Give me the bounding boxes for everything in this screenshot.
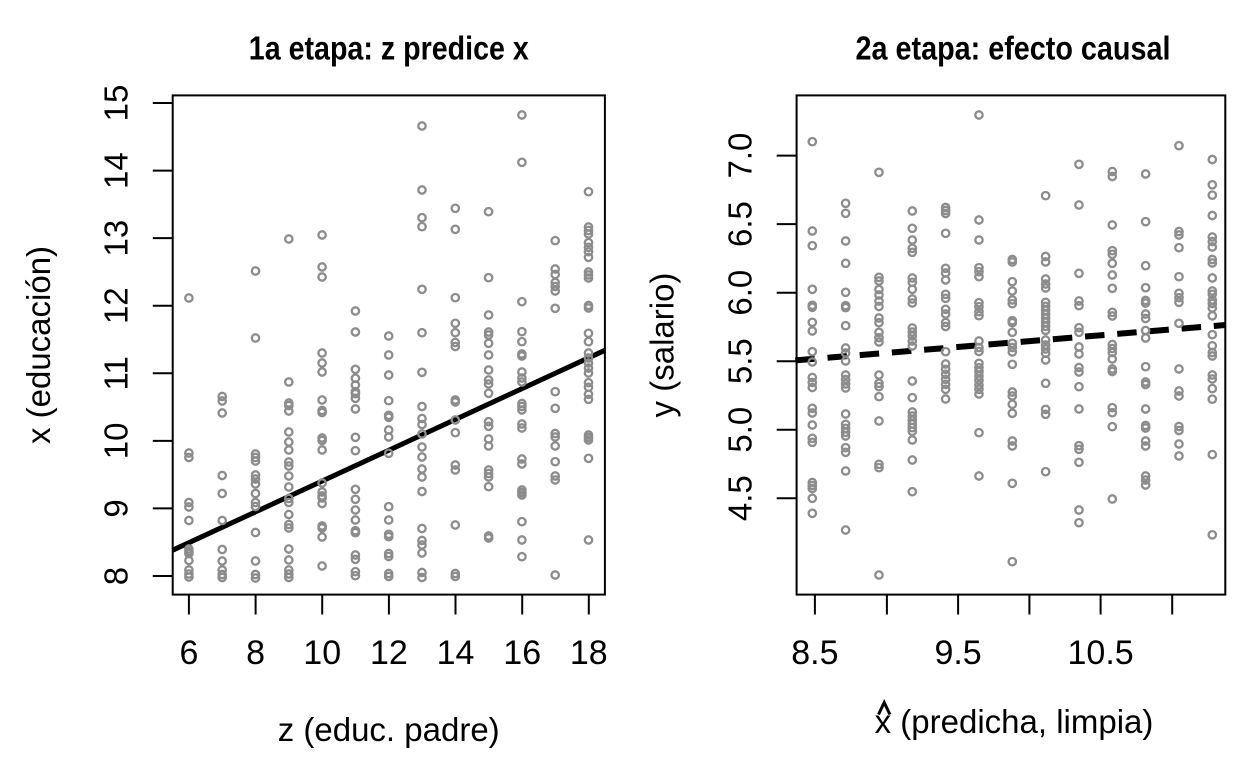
svg-text:6.5: 6.5 <box>722 201 759 247</box>
svg-text:16: 16 <box>503 634 541 672</box>
svg-text:7.0: 7.0 <box>722 133 759 179</box>
svg-text:z (educ. padre): z (educ. padre) <box>278 711 500 748</box>
svg-text:8: 8 <box>246 634 265 672</box>
svg-text:x (educación): x (educación) <box>20 246 57 444</box>
svg-text:x (predicha, limpia): x (predicha, limpia) <box>875 703 1154 740</box>
svg-text:10.5: 10.5 <box>1068 634 1134 672</box>
svg-text:6.0: 6.0 <box>722 270 759 316</box>
svg-text:8: 8 <box>98 567 135 585</box>
svg-text:9: 9 <box>98 499 135 517</box>
svg-text:6: 6 <box>179 634 198 672</box>
svg-text:10: 10 <box>98 423 135 460</box>
svg-text:10: 10 <box>303 634 341 672</box>
svg-text:5.0: 5.0 <box>722 407 759 453</box>
svg-text:18: 18 <box>570 634 608 672</box>
svg-text:2a etapa: efecto causal: 2a etapa: efecto causal <box>856 30 1171 67</box>
svg-text:5.5: 5.5 <box>722 338 759 384</box>
svg-text:14: 14 <box>98 152 135 189</box>
svg-text:13: 13 <box>98 220 135 257</box>
svg-text:y (salario): y (salario) <box>644 273 681 418</box>
svg-text:9.5: 9.5 <box>934 634 981 672</box>
svg-text:11: 11 <box>98 356 135 390</box>
svg-text:8.5: 8.5 <box>791 634 838 672</box>
svg-text:12: 12 <box>98 287 135 324</box>
svg-text:15: 15 <box>98 85 135 122</box>
svg-text:12: 12 <box>370 634 408 672</box>
svg-text:14: 14 <box>437 634 475 672</box>
svg-text:1a etapa: z predice x: 1a etapa: z predice x <box>249 30 530 67</box>
svg-text:4.5: 4.5 <box>722 475 759 521</box>
